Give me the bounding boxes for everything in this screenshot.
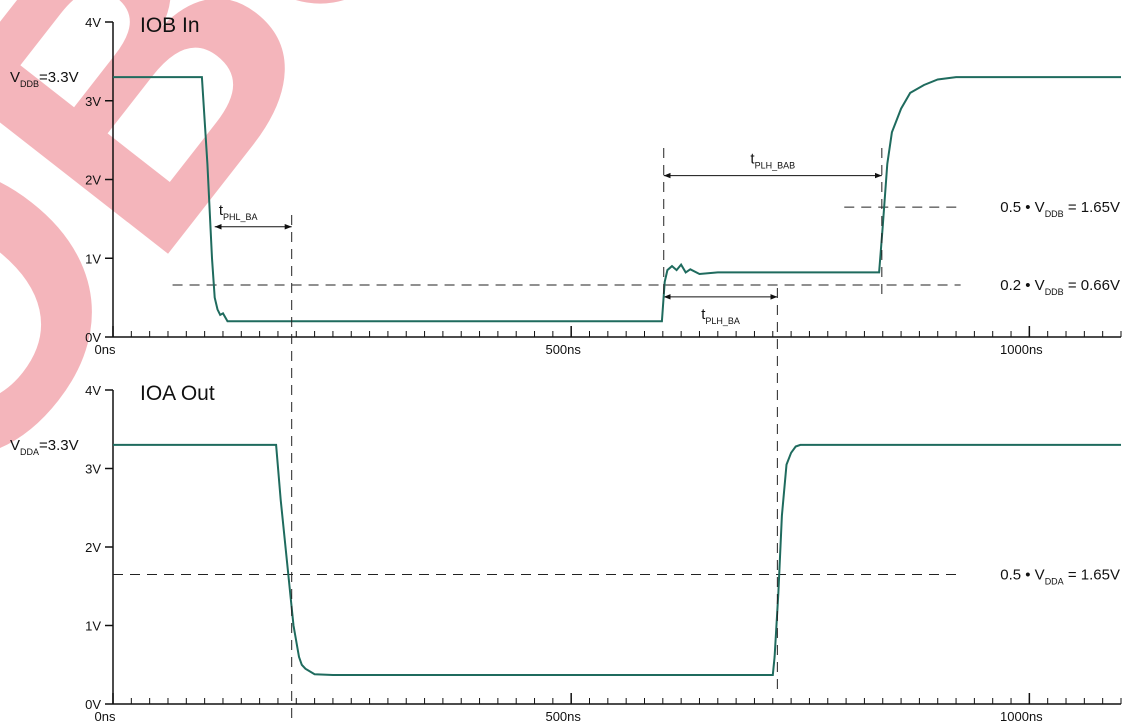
measurement-label: tPLH_BA bbox=[701, 306, 740, 326]
label-sub: PLH_BA bbox=[705, 316, 740, 326]
y-tick-label: 1V bbox=[85, 251, 101, 266]
label-main: V bbox=[10, 69, 20, 86]
reference-label: 0.2 • VDDB = 0.66V bbox=[1000, 277, 1120, 297]
reference-label: 0.5 • VDDA = 1.65V bbox=[1000, 566, 1120, 586]
label-rest: = 1.65V bbox=[1064, 199, 1120, 216]
reference-label: 0.5 • VDDB = 1.65V bbox=[1000, 199, 1120, 219]
x-tick-label: 0ns bbox=[95, 709, 116, 724]
label-sub: DDA bbox=[20, 447, 39, 457]
label-main: 0.2 • V bbox=[1000, 277, 1044, 294]
x-tick-label: 500ns bbox=[545, 342, 581, 357]
label-sub: PLH_BAB bbox=[755, 161, 796, 171]
label-sub: DDA bbox=[1045, 576, 1064, 586]
x-tick-label: 0ns bbox=[95, 342, 116, 357]
y-tick-label: 3V bbox=[85, 94, 101, 109]
label-main: 0.5 • V bbox=[1000, 199, 1044, 216]
label-main: t bbox=[219, 202, 224, 219]
supply-label: VDDA=3.3V bbox=[10, 437, 79, 457]
y-tick-label: 0V bbox=[85, 697, 101, 712]
measurement-label: tPHL_BA bbox=[219, 202, 258, 222]
label-rest: =3.3V bbox=[39, 437, 79, 454]
label-sub: DDB bbox=[20, 79, 39, 89]
label-main: t bbox=[750, 151, 755, 168]
y-tick-label: 4V bbox=[85, 15, 101, 30]
y-tick-label: 1V bbox=[85, 619, 101, 634]
waveform bbox=[113, 76, 1121, 323]
label-sub: PHL_BA bbox=[223, 212, 258, 222]
y-tick-label: 0V bbox=[85, 330, 101, 345]
x-tick-label: 500ns bbox=[545, 709, 581, 724]
chart-title: IOA Out bbox=[140, 382, 215, 405]
label-main: 0.5 • V bbox=[1000, 566, 1044, 583]
x-tick-label: 1000ns bbox=[1000, 709, 1043, 724]
y-tick-label: 2V bbox=[85, 173, 101, 188]
label-rest: =3.3V bbox=[39, 69, 79, 86]
label-main: V bbox=[10, 437, 20, 454]
y-tick-label: 3V bbox=[85, 462, 101, 477]
chart-title: IOB In bbox=[140, 14, 200, 37]
y-tick-label: 2V bbox=[85, 540, 101, 555]
label-sub: DDB bbox=[1045, 209, 1064, 219]
x-tick-label: 1000ns bbox=[1000, 342, 1043, 357]
y-tick-label: 4V bbox=[85, 383, 101, 398]
measurement-label: tPLH_BAB bbox=[750, 151, 795, 171]
label-main: t bbox=[701, 306, 706, 323]
label-rest: = 1.65V bbox=[1064, 566, 1120, 583]
waveform bbox=[113, 443, 1121, 676]
label-rest: = 0.66V bbox=[1064, 277, 1120, 294]
label-sub: DDB bbox=[1045, 287, 1064, 297]
supply-label: VDDB=3.3V bbox=[10, 69, 79, 89]
